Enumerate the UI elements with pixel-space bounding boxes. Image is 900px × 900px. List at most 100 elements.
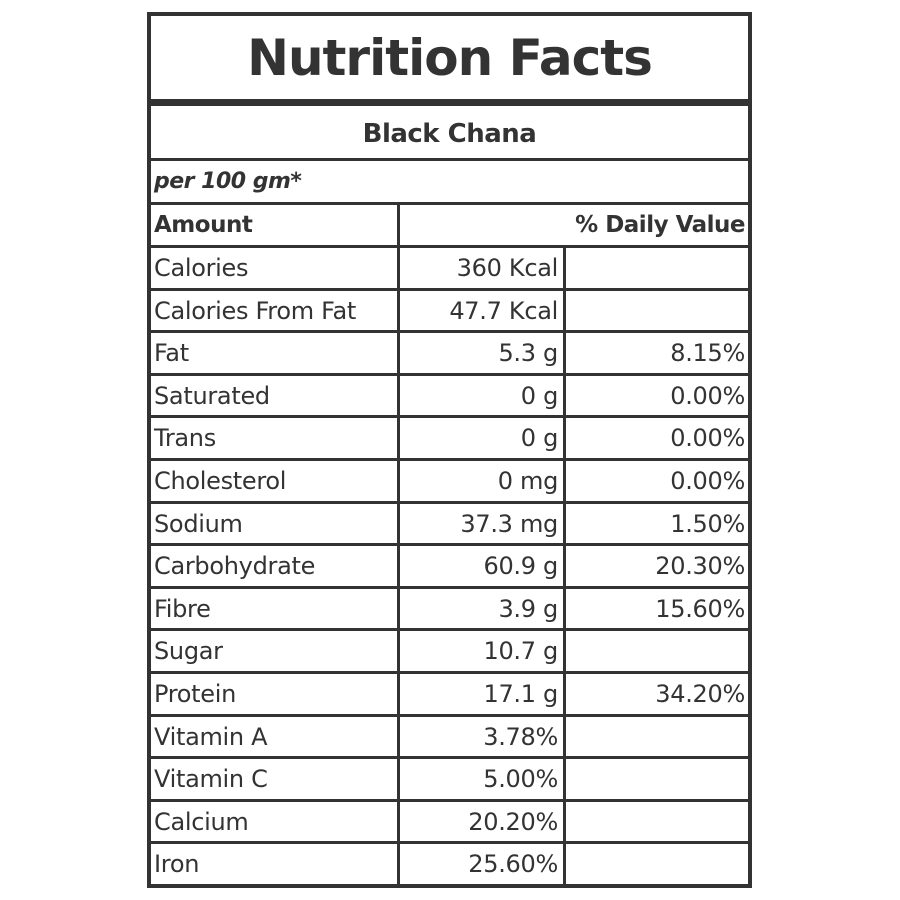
nutrient-name: Trans: [154, 424, 216, 453]
nutrient-amount: 360 Kcal: [456, 254, 559, 282]
nutrient-amount: 25.60%: [468, 850, 558, 879]
nutrient-amount: 17.1 g: [483, 679, 558, 708]
header-daily-value: % Daily Value: [575, 212, 745, 238]
table-row: Vitamin C 5.00%: [151, 759, 748, 802]
table-row: Calories From Fat 47.7 Kcal: [151, 290, 748, 334]
nutrient-amount: 3.9 g: [498, 594, 558, 623]
nutrient-daily-value: [566, 717, 748, 757]
column-divider: [397, 844, 400, 887]
nutrient-name: Vitamin C: [154, 765, 268, 794]
table-row: Protein 17.1 g 34.20%: [151, 673, 748, 717]
column-divider: [563, 460, 566, 501]
nutrient-name: Calories From Fat: [154, 296, 356, 325]
nutrient-daily-value: [566, 802, 748, 842]
table-row: Trans 0 g 0.00%: [151, 418, 748, 461]
column-divider: [563, 546, 566, 586]
nutrient-amount: 5.00%: [483, 765, 558, 794]
nutrient-daily-value: 0.00%: [670, 466, 745, 495]
nutrient-daily-value: 0.00%: [670, 424, 745, 453]
column-divider: [563, 673, 566, 714]
nutrient-amount: 10.7 g: [483, 637, 558, 666]
nutrient-name: Calcium: [154, 807, 249, 836]
nutrient-name: Fat: [154, 339, 189, 368]
nutrient-amount: 37.3 mg: [460, 509, 558, 538]
nutrient-name: Calories: [154, 254, 249, 282]
column-divider: [563, 801, 566, 842]
nutrient-daily-value: [566, 631, 748, 671]
column-divider: [397, 631, 400, 671]
column-divider: [397, 546, 400, 586]
table-row: Saturated 0 g 0.00%: [151, 375, 748, 419]
column-divider: [397, 588, 400, 629]
nutrient-name: Fibre: [154, 594, 211, 623]
serving-size: per 100 gm*: [154, 169, 302, 194]
nutrient-daily-value: 15.60%: [655, 594, 745, 623]
column-divider: [563, 503, 566, 544]
nutrient-amount: 47.7 Kcal: [449, 296, 558, 325]
nutrient-name: Saturated: [154, 381, 270, 410]
table-row: Vitamin A 3.78%: [151, 716, 748, 760]
nutrient-daily-value: 8.15%: [670, 339, 745, 368]
nutrition-facts-label: Nutrition Facts Black Chana per 100 gm* …: [147, 12, 752, 888]
column-divider: [397, 290, 400, 331]
column-divider: [397, 418, 400, 458]
column-divider: [563, 631, 566, 671]
nutrient-name: Sugar: [154, 637, 223, 666]
table-row: Calories 360 Kcal: [151, 248, 748, 291]
table-row: Iron 25.60%: [151, 844, 748, 887]
nutrient-daily-value: [566, 291, 748, 331]
table-row: Cholesterol 0 mg 0.00%: [151, 460, 748, 504]
table-header: Amount % Daily Value: [151, 205, 748, 248]
column-divider: [397, 460, 400, 501]
nutrient-name: Protein: [154, 679, 237, 708]
nutrient-amount: 20.20%: [468, 807, 558, 836]
nutrient-amount: 5.3 g: [498, 339, 558, 368]
column-divider: [397, 375, 400, 416]
nutrient-amount: 0 mg: [497, 466, 559, 495]
column-divider: [563, 290, 566, 331]
product-name: Black Chana: [362, 119, 537, 149]
column-divider: [563, 716, 566, 757]
column-divider: [397, 205, 400, 245]
nutrient-table: Calories 360 Kcal Calories From Fat 47.7 Kc…: [151, 248, 748, 887]
column-divider: [563, 759, 566, 799]
title-band: Nutrition Facts: [151, 16, 748, 106]
product-band: Black Chana: [151, 110, 748, 161]
column-divider: [397, 801, 400, 842]
column-divider: [397, 503, 400, 544]
column-divider: [397, 759, 400, 799]
column-divider: [563, 333, 566, 373]
nutrient-amount: 60.9 g: [483, 552, 558, 581]
column-divider: [563, 248, 566, 288]
column-divider: [563, 418, 566, 458]
nutrient-name: Carbohydrate: [154, 552, 316, 581]
table-row: Carbohydrate 60.9 g 20.30%: [151, 546, 748, 589]
page-title: Nutrition Facts: [247, 28, 653, 87]
nutrient-amount: 0 g: [520, 424, 559, 453]
table-row: Calcium 20.20%: [151, 801, 748, 845]
nutrient-name: Sodium: [154, 509, 243, 538]
header-amount: Amount: [154, 212, 253, 238]
nutrient-daily-value: [566, 759, 748, 799]
nutrient-amount: 3.78%: [483, 722, 558, 751]
nutrient-daily-value: 1.50%: [670, 509, 745, 538]
nutrient-name: Vitamin A: [154, 722, 268, 751]
column-divider: [563, 375, 566, 416]
nutrient-name: Cholesterol: [154, 466, 287, 495]
column-divider: [397, 716, 400, 757]
column-divider: [397, 673, 400, 714]
column-divider: [563, 844, 566, 887]
column-divider: [397, 248, 400, 288]
table-row: Fat 5.3 g 8.15%: [151, 333, 748, 376]
nutrient-daily-value: 20.30%: [655, 552, 745, 581]
serving-band: per 100 gm*: [151, 161, 748, 205]
table-row: Sugar 10.7 g: [151, 631, 748, 674]
column-divider: [397, 333, 400, 373]
column-divider: [563, 588, 566, 629]
nutrient-name: Iron: [154, 850, 200, 879]
table-row: Sodium 37.3 mg 1.50%: [151, 503, 748, 547]
nutrient-daily-value: 0.00%: [670, 381, 745, 410]
nutrient-daily-value: [566, 844, 748, 884]
nutrient-daily-value: [566, 248, 748, 288]
nutrient-amount: 0 g: [520, 381, 559, 410]
